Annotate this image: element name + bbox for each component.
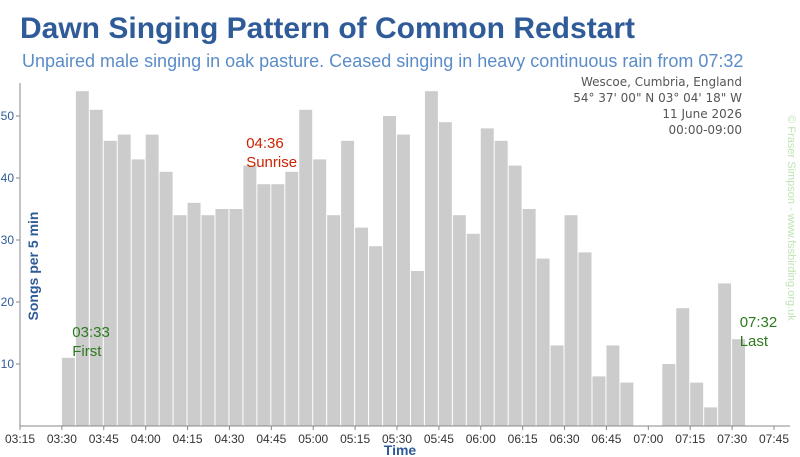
bar	[173, 215, 187, 426]
bar	[662, 364, 676, 426]
annotation-label: Last	[740, 333, 769, 350]
bar	[424, 91, 438, 426]
x-axis-label: Time	[384, 442, 417, 457]
annotation-time: 03:33	[72, 324, 110, 341]
x-tick-label: 07:30	[717, 432, 747, 446]
chart-title: Dawn Singing Pattern of Common Redstart	[20, 12, 636, 45]
bar	[564, 215, 578, 426]
annotation-label: Sunrise	[246, 154, 297, 171]
credit-text: © Fraser Simpson - www.fssbirding.org.uk	[785, 115, 797, 321]
bar	[704, 407, 718, 426]
y-tick-label: 20	[1, 295, 15, 309]
bar	[215, 209, 229, 426]
bar	[536, 258, 550, 426]
bar	[131, 159, 145, 426]
bar	[89, 109, 103, 427]
bar	[578, 252, 592, 426]
bar	[438, 122, 452, 426]
time-range-text: 00:00-09:00	[669, 123, 743, 137]
annotation-time: 07:32	[740, 314, 778, 331]
bar	[327, 215, 341, 426]
bar	[383, 116, 396, 426]
bar	[397, 134, 410, 426]
annotation-label: First	[72, 343, 102, 360]
bar	[480, 128, 494, 426]
bar	[690, 382, 704, 426]
bar	[257, 184, 271, 426]
y-tick-label: 40	[1, 171, 15, 185]
x-tick-label: 03:30	[47, 432, 77, 446]
bar	[159, 171, 173, 426]
bar	[369, 246, 383, 426]
x-tick-label: 03:45	[89, 432, 119, 446]
y-axis-label: Songs per 5 min	[25, 212, 41, 321]
bar	[229, 209, 243, 426]
axes-group: 03:15 03:30 03:45 04:00 04:15 04:30 04:45 05:00…	[1, 83, 790, 446]
x-tick-label: 06:00	[466, 432, 496, 446]
chart-subtitle: Unpaired male singing in oak pasture. Ce…	[22, 51, 744, 71]
bar	[466, 233, 480, 426]
x-tick-label: 04:45	[256, 432, 286, 446]
bar	[187, 202, 201, 426]
x-tick-label: 06:15	[508, 432, 538, 446]
bar	[718, 283, 732, 426]
y-tick-label: 10	[1, 357, 15, 371]
x-tick-label: 05:30	[382, 432, 412, 446]
x-tick-label: 04:15	[173, 432, 203, 446]
bar	[355, 227, 369, 426]
x-tick-label: 06:30	[550, 432, 580, 446]
x-tick-label: 07:15	[675, 432, 705, 446]
x-tick-label: 05:45	[424, 432, 454, 446]
bars-group	[61, 91, 746, 427]
date-text: 11 June 2026	[662, 107, 742, 121]
x-tick-label: 05:15	[340, 432, 370, 446]
bar	[285, 171, 299, 426]
bar	[103, 140, 117, 427]
y-tick-label: 50	[1, 109, 15, 123]
bar	[61, 357, 75, 426]
bar	[452, 215, 466, 426]
y-tick-label: 30	[1, 233, 15, 247]
bar	[145, 134, 159, 426]
x-tick-label: 04:00	[131, 432, 161, 446]
bar	[341, 140, 355, 427]
bar	[201, 215, 215, 426]
bar	[522, 209, 536, 426]
bar	[313, 159, 327, 426]
bar	[592, 376, 606, 426]
bar	[410, 271, 424, 426]
bar	[299, 109, 313, 427]
bar	[508, 165, 522, 426]
x-tick-label: 03:15	[5, 432, 35, 446]
x-tick-label: 05:00	[298, 432, 328, 446]
x-tick-label: 07:45	[759, 432, 789, 446]
bar	[271, 184, 285, 426]
x-tick-label: 06:45	[591, 432, 621, 446]
bar	[606, 345, 620, 426]
bar	[732, 339, 746, 426]
bar	[620, 382, 634, 426]
annotation-time: 04:36	[246, 135, 284, 152]
x-tick-label: 04:30	[214, 432, 244, 446]
x-tick-label: 07:00	[633, 432, 663, 446]
coords-text: 54° 37' 00" N 03° 04' 18" W	[573, 91, 742, 105]
bar	[117, 134, 131, 426]
bar	[75, 91, 89, 426]
bar	[243, 165, 257, 426]
bar	[494, 140, 508, 427]
bar	[676, 308, 690, 426]
location-text: Wescoe, Cumbria, England	[581, 75, 742, 89]
annotations-group: 03:33 First 04:36 Sunrise 07:32 Last	[72, 135, 777, 360]
bar	[550, 345, 564, 426]
